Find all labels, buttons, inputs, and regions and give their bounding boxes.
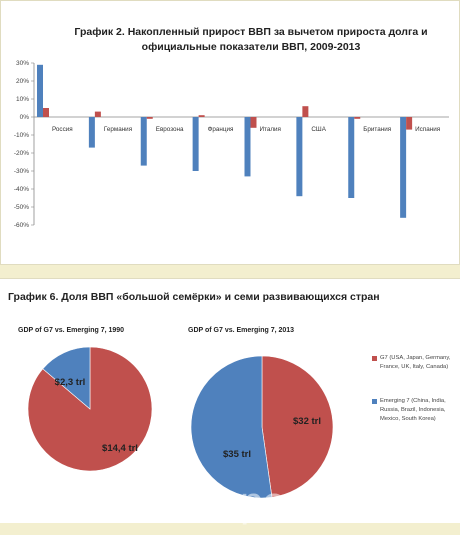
x-tick-label: Италия <box>260 126 281 133</box>
bar-chart-panel: График 2. Накопленный прирост ВВП за выч… <box>0 0 460 265</box>
pie-slice-emerging <box>42 346 91 410</box>
pie-data-label: $2,3 trl <box>55 377 86 388</box>
bar-Британия <box>348 117 355 198</box>
bar-Россия <box>43 108 49 117</box>
bar-Еврозона <box>146 117 153 119</box>
x-tick-label: Россия <box>52 126 73 133</box>
bar-chart-title: График 2. Накопленный прирост ВВП за выч… <box>74 26 428 53</box>
bar-Россия <box>37 64 43 117</box>
y-tick-label: -60% <box>14 222 29 229</box>
bar-Испания <box>400 117 407 218</box>
pie-slice-emerging <box>190 355 273 499</box>
bar-Еврозона <box>140 117 147 166</box>
pie-charts-panel: График 6. Доля ВВП «большой семёрки» и с… <box>0 278 460 523</box>
bar-Франция <box>192 117 199 171</box>
y-tick-label: -50% <box>14 204 29 211</box>
x-tick-label: Еврозона <box>156 126 184 133</box>
x-tick-label: Германия <box>104 126 132 133</box>
bar-США <box>296 117 303 197</box>
pie-data-label: $35 trl <box>223 449 251 460</box>
pie-slice-g7 <box>261 355 334 498</box>
y-tick-label: -10% <box>14 132 29 139</box>
y-tick-label: -30% <box>14 168 29 175</box>
y-tick-label: 30% <box>16 60 29 67</box>
legend-swatch-emerging <box>372 399 377 404</box>
bar-chart: 30% 20% 10% 0% -10% -20% -30% -40% -50% -60% Росси… <box>14 60 449 229</box>
legend-label-emerging: Emerging 7 (China, India, Russia, Brazil… <box>380 398 446 422</box>
pie-data-label: $32 trl <box>293 416 321 427</box>
watermark: postila.ru <box>240 478 401 525</box>
legend-item-emerging: Emerging 7 (China, India, Russia, Brazil… <box>372 397 452 424</box>
bar-Франция <box>198 115 205 117</box>
pie-2013-title: GDP of G7 vs. Emerging 7, 2013 <box>188 327 295 334</box>
bar-Германия <box>94 111 101 117</box>
bar-Италия <box>244 117 251 177</box>
pie-charts: $14,4 trl $2,3 trl $32 trl $35 trl <box>27 346 334 499</box>
pie-data-label: $14,4 trl <box>102 443 138 454</box>
y-tick-label: 10% <box>16 96 29 103</box>
legend-item-g7: G7 (USA, Japan, Germany, France, UK, Ita… <box>372 354 452 372</box>
bar-США <box>302 106 309 117</box>
bar-Германия <box>88 117 95 148</box>
bar-Испания <box>406 117 413 130</box>
y-tick-label: -40% <box>14 186 29 193</box>
legend-label-g7: G7 (USA, Japan, Germany, France, UK, Ita… <box>380 355 451 370</box>
legend-swatch-g7 <box>372 356 377 361</box>
pie-figure-title: График 6. Доля ВВП «большой семёрки» и с… <box>8 291 380 303</box>
pie-1990-title: GDP of G7 vs. Emerging 7, 1990 <box>18 327 125 334</box>
bar-Италия <box>250 117 257 128</box>
x-tick-label: Франция <box>208 126 234 133</box>
bar-Британия <box>354 117 361 119</box>
y-tick-label: 0% <box>20 114 30 121</box>
x-tick-label: США <box>311 126 326 133</box>
x-tick-label: Британия <box>363 126 391 133</box>
y-tick-label: 20% <box>16 78 29 85</box>
y-tick-label: -20% <box>14 150 29 157</box>
x-tick-label: Испания <box>415 126 440 133</box>
